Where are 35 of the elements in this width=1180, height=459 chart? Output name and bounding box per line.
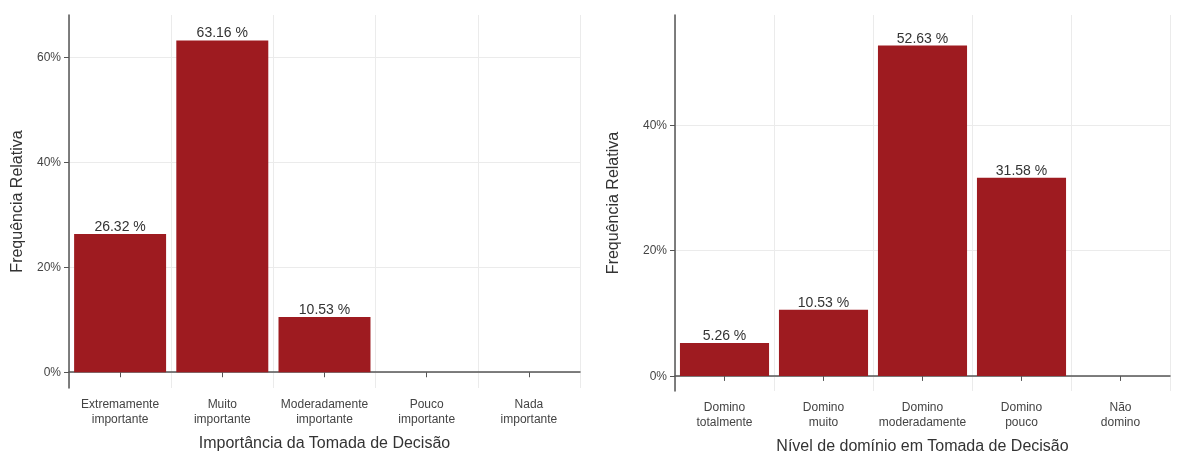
data-label: 63.16 % xyxy=(196,24,248,41)
bar xyxy=(176,40,269,373)
y-tick-label: 40% xyxy=(36,155,62,170)
y-tick-label: 40% xyxy=(642,117,668,132)
y-tick-label: 60% xyxy=(36,50,62,65)
y-axis-title: Frequência Relativa xyxy=(603,131,621,275)
x-tick-label: Nada importante xyxy=(500,396,558,426)
x-tick-label: Extremamente importante xyxy=(81,396,160,426)
x-axis-title: Importância da Tomada de Decisão xyxy=(198,433,451,451)
data-label: 52.63 % xyxy=(896,29,949,46)
bar xyxy=(679,342,770,376)
x-tick-label: Domino pouco xyxy=(1000,399,1043,429)
y-tick-label: 0% xyxy=(649,368,668,383)
data-label: 5.26 % xyxy=(702,326,747,343)
data-label: 10.53 % xyxy=(298,300,351,317)
y-axis-title: Frequência Relativa xyxy=(7,130,25,273)
x-tick-label: Domino moderadamente xyxy=(878,399,967,429)
data-label: 10.53 % xyxy=(797,293,850,310)
x-tick-label: Muito importante xyxy=(193,396,251,426)
x-axis-title: Nível de domínio em Tomada de Decisão xyxy=(776,436,1069,454)
bar xyxy=(877,45,968,376)
x-tick-label: Pouco importante xyxy=(398,396,456,426)
data-label: 31.58 % xyxy=(995,161,1048,178)
x-tick-label: Domino muito xyxy=(802,399,845,429)
x-tick-label: Domino totalmente xyxy=(696,399,753,429)
bar xyxy=(278,316,371,373)
x-tick-label: Não domino xyxy=(1100,399,1141,429)
bar xyxy=(976,177,1067,376)
y-tick-label: 20% xyxy=(642,243,668,258)
bar xyxy=(74,233,167,373)
bar xyxy=(778,309,869,376)
y-tick-label: 0% xyxy=(43,365,62,380)
data-label: 26.32 % xyxy=(94,217,146,234)
y-tick-label: 20% xyxy=(36,260,62,275)
x-tick-label: Moderadamente importante xyxy=(280,396,369,426)
